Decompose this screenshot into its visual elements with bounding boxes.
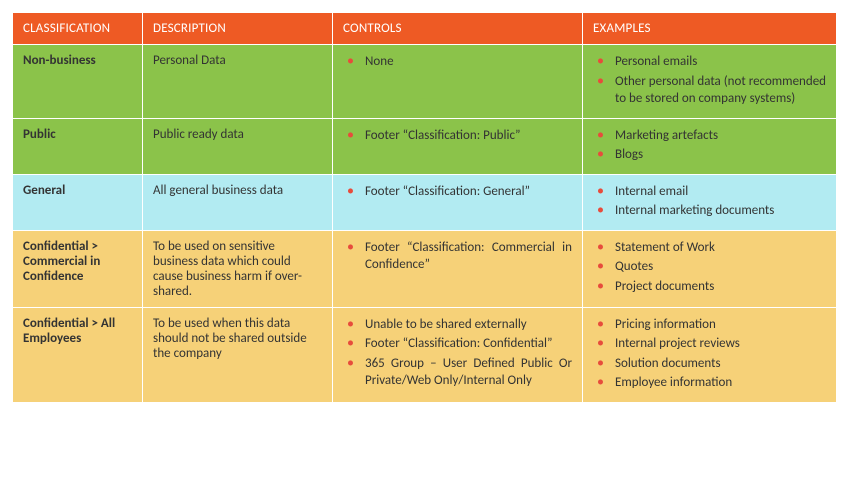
table-body: Non-businessPersonal Data None Personal em… — [13, 45, 837, 403]
list-item: Project documents — [593, 278, 826, 296]
table-row: Confidential > All EmployeesTo be used w… — [13, 307, 837, 402]
list-item: Internal email — [593, 183, 826, 201]
list-item: Solution documents — [593, 355, 826, 373]
list-item: Internal marketing documents — [593, 202, 826, 220]
cell-examples: Pricing informationInternal project revi… — [583, 307, 837, 402]
list-item: Footer “Classification: Public” — [343, 127, 572, 145]
table-header-row: CLASSIFICATION DESCRIPTION CONTROLS EXAM… — [13, 13, 837, 45]
list-item: Quotes — [593, 258, 826, 276]
examples-list: Pricing informationInternal project revi… — [593, 316, 826, 392]
cell-examples: Personal emails Other personal data (not … — [583, 45, 837, 119]
header-description: DESCRIPTION — [143, 13, 333, 45]
cell-classification: Public — [13, 118, 143, 174]
cell-examples: Internal emailInternal marketing documen… — [583, 174, 837, 230]
list-item: Unable to be shared externally — [343, 316, 572, 334]
examples-list: Marketing artefactsBlogs — [593, 127, 826, 164]
list-item: Marketing artefacts — [593, 127, 826, 145]
list-item: Pricing information — [593, 316, 826, 334]
header-classification: CLASSIFICATION — [13, 13, 143, 45]
list-item: Other personal data (not recommended to … — [593, 73, 826, 108]
controls-list: Footer “Classification: General” — [343, 183, 572, 201]
cell-description: Personal Data — [143, 45, 333, 119]
list-item: Employee information — [593, 374, 826, 392]
cell-classification: Confidential > Commercial in Confidence — [13, 230, 143, 307]
classification-table: CLASSIFICATION DESCRIPTION CONTROLS EXAM… — [12, 12, 837, 403]
cell-description: To be used on sensitive business data wh… — [143, 230, 333, 307]
cell-controls: Unable to be shared externallyFooter “Cl… — [333, 307, 583, 402]
list-item: Internal project reviews — [593, 335, 826, 353]
controls-list: Footer “Classification: Commercial in Co… — [343, 239, 572, 274]
cell-examples: Statement of WorkQuotes Project documents — [583, 230, 837, 307]
list-item: Statement of Work — [593, 239, 826, 257]
cell-description: Public ready data — [143, 118, 333, 174]
header-controls: CONTROLS — [333, 13, 583, 45]
table-row: Confidential > Commercial in ConfidenceT… — [13, 230, 837, 307]
list-item: None — [343, 53, 572, 71]
cell-classification: Confidential > All Employees — [13, 307, 143, 402]
examples-list: Statement of WorkQuotes Project documents — [593, 239, 826, 296]
cell-description: All general business data — [143, 174, 333, 230]
cell-controls: None — [333, 45, 583, 119]
list-item: Blogs — [593, 146, 826, 164]
list-item: 365 Group – User Defined Public Or Priva… — [343, 355, 572, 390]
cell-examples: Marketing artefactsBlogs — [583, 118, 837, 174]
cell-classification: General — [13, 174, 143, 230]
cell-description: To be used when this data should not be … — [143, 307, 333, 402]
list-item: Footer “Classification: Commercial in Co… — [343, 239, 572, 274]
examples-list: Internal emailInternal marketing documen… — [593, 183, 826, 220]
header-examples: EXAMPLES — [583, 13, 837, 45]
list-item: Personal emails — [593, 53, 826, 71]
table-row: PublicPublic ready data Footer “Classific… — [13, 118, 837, 174]
cell-classification: Non-business — [13, 45, 143, 119]
cell-controls: Footer “Classification: General” — [333, 174, 583, 230]
table-row: GeneralAll general business data Footer “… — [13, 174, 837, 230]
cell-controls: Footer “Classification: Public” — [333, 118, 583, 174]
table-header: CLASSIFICATION DESCRIPTION CONTROLS EXAM… — [13, 13, 837, 45]
examples-list: Personal emails Other personal data (not … — [593, 53, 826, 108]
controls-list: Footer “Classification: Public” — [343, 127, 572, 145]
list-item: Footer “Classification: Confidential” — [343, 335, 572, 353]
controls-list: None — [343, 53, 572, 71]
table-row: Non-businessPersonal Data None Personal em… — [13, 45, 837, 119]
controls-list: Unable to be shared externallyFooter “Cl… — [343, 316, 572, 390]
list-item: Footer “Classification: General” — [343, 183, 572, 201]
cell-controls: Footer “Classification: Commercial in Co… — [333, 230, 583, 307]
